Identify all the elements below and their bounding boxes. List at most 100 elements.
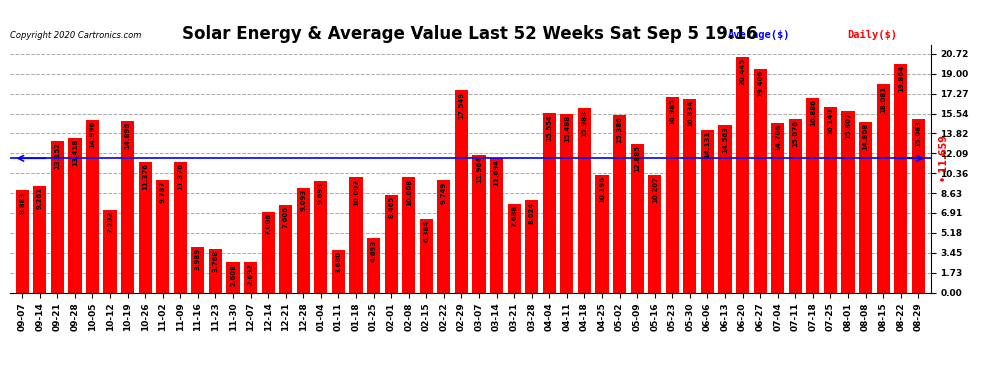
- Bar: [894, 64, 907, 292]
- Text: 3.768: 3.768: [213, 250, 219, 272]
- Bar: [384, 195, 398, 292]
- Text: 2.608: 2.608: [230, 264, 236, 286]
- Text: 14.131: 14.131: [705, 131, 711, 158]
- Bar: [842, 111, 854, 292]
- Bar: [595, 175, 609, 292]
- Bar: [297, 188, 310, 292]
- Text: 19.406: 19.406: [757, 70, 763, 98]
- Text: Copyright 2020 Cartronics.com: Copyright 2020 Cartronics.com: [10, 31, 142, 40]
- Bar: [648, 175, 661, 292]
- Text: 11.376: 11.376: [143, 163, 148, 190]
- Bar: [613, 116, 627, 292]
- Text: 3.989: 3.989: [195, 248, 201, 270]
- Bar: [121, 121, 135, 292]
- Bar: [543, 114, 556, 292]
- Text: 15.807: 15.807: [845, 112, 851, 139]
- Bar: [279, 205, 292, 292]
- Bar: [156, 180, 169, 292]
- Bar: [771, 123, 784, 292]
- Bar: [701, 130, 714, 292]
- Bar: [472, 155, 486, 292]
- Text: 16.834: 16.834: [687, 100, 693, 127]
- Text: 15.988: 15.988: [581, 110, 587, 136]
- Text: 19.864: 19.864: [898, 65, 904, 92]
- Text: 11.376: 11.376: [177, 163, 183, 190]
- Text: 11.694: 11.694: [494, 159, 500, 186]
- Text: 10.196: 10.196: [599, 176, 605, 203]
- Text: 15.488: 15.488: [564, 116, 570, 142]
- Text: 16.140: 16.140: [828, 108, 834, 135]
- Bar: [490, 158, 503, 292]
- Text: Daily($): Daily($): [847, 30, 898, 40]
- Bar: [16, 190, 29, 292]
- Bar: [876, 84, 890, 292]
- Bar: [753, 69, 766, 292]
- Bar: [191, 247, 205, 292]
- Text: 15.076: 15.076: [792, 120, 798, 147]
- Bar: [174, 162, 187, 292]
- Text: 15.386: 15.386: [617, 117, 623, 143]
- Text: Average($): Average($): [728, 30, 791, 40]
- Bar: [244, 261, 257, 292]
- Text: 10.207: 10.207: [651, 176, 657, 203]
- Bar: [578, 108, 591, 292]
- Bar: [789, 119, 802, 292]
- Bar: [683, 99, 697, 292]
- Text: 2.692: 2.692: [248, 262, 253, 285]
- Bar: [824, 107, 837, 292]
- Bar: [560, 114, 573, 292]
- Bar: [402, 177, 416, 292]
- Text: 12.885: 12.885: [635, 146, 641, 172]
- Bar: [261, 212, 275, 292]
- Text: 14.996: 14.996: [89, 121, 95, 148]
- Bar: [736, 57, 749, 292]
- Bar: [68, 138, 81, 292]
- Bar: [665, 97, 679, 292]
- Bar: [314, 181, 328, 292]
- Text: 8.465: 8.465: [388, 196, 394, 218]
- Bar: [332, 250, 346, 292]
- Bar: [227, 262, 240, 292]
- Text: 8.883: 8.883: [19, 191, 25, 214]
- Bar: [367, 238, 380, 292]
- Text: 7.606: 7.606: [283, 206, 289, 228]
- Text: 7.688: 7.688: [511, 205, 517, 227]
- Text: 16.886: 16.886: [810, 99, 816, 126]
- Text: 9.787: 9.787: [159, 181, 165, 203]
- Text: 9.261: 9.261: [37, 187, 43, 209]
- Text: 14.563: 14.563: [722, 126, 728, 153]
- Text: 9.093: 9.093: [300, 189, 306, 211]
- Bar: [50, 141, 64, 292]
- Bar: [349, 177, 362, 292]
- Text: 10.002: 10.002: [353, 178, 359, 206]
- Bar: [508, 204, 521, 292]
- Text: • 11.659: • 11.659: [940, 135, 949, 182]
- Bar: [104, 210, 117, 292]
- Text: 9.693: 9.693: [318, 182, 324, 204]
- Text: 7.202: 7.202: [107, 211, 113, 233]
- Bar: [420, 219, 433, 292]
- Text: 20.445: 20.445: [740, 58, 745, 86]
- Text: 6.384: 6.384: [424, 220, 430, 242]
- Text: 3.680: 3.680: [336, 251, 342, 273]
- Text: +11.659: +11.659: [0, 135, 1, 181]
- Text: 8.024: 8.024: [529, 201, 535, 223]
- Text: 17.549: 17.549: [458, 92, 464, 119]
- Bar: [86, 120, 99, 292]
- Bar: [34, 186, 47, 292]
- Text: 14.706: 14.706: [775, 124, 781, 152]
- Text: 9.749: 9.749: [441, 182, 446, 204]
- Text: 4.693: 4.693: [370, 240, 376, 262]
- Text: 15.083: 15.083: [916, 120, 922, 147]
- Text: 15.554: 15.554: [546, 115, 552, 141]
- Text: 7.006: 7.006: [265, 213, 271, 235]
- Text: 13.152: 13.152: [54, 142, 60, 169]
- Bar: [719, 125, 732, 292]
- Bar: [525, 200, 539, 292]
- Bar: [631, 144, 644, 292]
- Bar: [912, 119, 925, 292]
- Bar: [454, 90, 468, 292]
- Text: 18.081: 18.081: [880, 86, 886, 112]
- Title: Solar Energy & Average Value Last 52 Weeks Sat Sep 5 19:16: Solar Energy & Average Value Last 52 Wee…: [182, 26, 758, 44]
- Bar: [806, 98, 820, 292]
